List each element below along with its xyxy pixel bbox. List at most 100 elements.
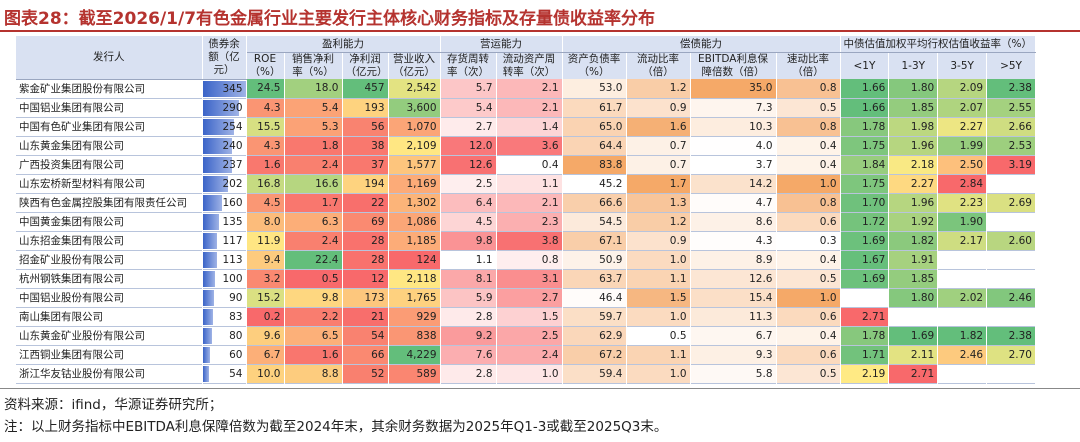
- value-cell-debt: 63.7: [562, 269, 627, 288]
- value-cell-y1: 1.72: [840, 212, 890, 231]
- value-cell-np: 69: [342, 212, 389, 231]
- value-cell-y3: 1.85: [888, 269, 939, 288]
- balance-value: 240: [222, 139, 243, 152]
- value-cell-y1: 1.67: [840, 250, 890, 269]
- value-cell-cur: 1.5: [626, 288, 691, 307]
- value-cell-y10: 2.69: [986, 193, 1036, 212]
- value-cell-roe: 16.8: [246, 174, 285, 193]
- issuer-name: 南山集团有限公司: [16, 307, 203, 326]
- bond-balance-cell: 345: [202, 79, 247, 98]
- column-header: 净利润（亿元）: [342, 52, 389, 79]
- bond-balance-cell: 83: [202, 307, 247, 326]
- value-cell-y10: 2.38: [986, 79, 1036, 98]
- balance-value: 237: [222, 158, 243, 171]
- value-cell-rev: 1,070: [388, 117, 441, 136]
- balance-value: 345: [222, 82, 243, 95]
- issuer-name: 山东黄金集团有限公司: [16, 136, 203, 155]
- value-cell-inv: 5.7: [440, 79, 497, 98]
- bond-balance-cell: 290: [202, 98, 247, 117]
- header-issuer: 发行人: [16, 36, 203, 80]
- value-cell-ca: 3.6: [496, 136, 563, 155]
- balance-value: 254: [222, 120, 243, 133]
- value-cell-roe: 6.7: [246, 345, 285, 364]
- value-cell-y3: 2.11: [888, 345, 939, 364]
- issuer-name: 杭州钢铁集团有限公司: [16, 269, 203, 288]
- value-cell-y5: 2.02: [937, 288, 988, 307]
- value-cell-quick: 0.4: [776, 155, 841, 174]
- value-cell-quick: 0.4: [776, 250, 841, 269]
- table-row: 招金矿业股份有限公司 113 9.4 22.4 28 124 1.1 0.8 50.9 1.0 8.…: [16, 250, 1036, 269]
- value-cell-npm: 8.8: [284, 364, 343, 383]
- value-cell-ebitda: 35.0: [690, 79, 777, 98]
- value-cell-quick: 1.0: [776, 174, 841, 193]
- balance-bar: [202, 327, 213, 344]
- balance-value: 90: [229, 291, 243, 304]
- table-row: 江西铜业集团有限公司 60 6.7 1.6 66 4,229 7.6 2.4 67.2 1.1 9.…: [16, 345, 1036, 364]
- value-cell-y5: 2.27: [937, 117, 988, 136]
- balance-value: 80: [229, 329, 243, 342]
- value-cell-roe: 8.0: [246, 212, 285, 231]
- value-cell-rev: 589: [388, 364, 441, 383]
- value-cell-y10: [986, 307, 1036, 326]
- value-cell-roe: 15.2: [246, 288, 285, 307]
- issuer-name: 招金矿业股份有限公司: [16, 250, 203, 269]
- value-cell-ca: 2.7: [496, 288, 563, 307]
- balance-bar: [202, 213, 220, 230]
- value-cell-y5: 2.07: [937, 98, 988, 117]
- value-cell-ebitda: 10.3: [690, 117, 777, 136]
- value-cell-ebitda: 8.9: [690, 250, 777, 269]
- value-cell-y3: 1.82: [888, 231, 939, 250]
- issuer-name: 陕西有色金属控股集团有限责任公司: [16, 193, 203, 212]
- value-cell-y5: 2.46: [937, 345, 988, 364]
- bond-balance-cell: 90: [202, 288, 247, 307]
- balance-value: 135: [222, 215, 243, 228]
- bond-balance-cell: 237: [202, 155, 247, 174]
- value-cell-rev: 1,577: [388, 155, 441, 174]
- footnote: 注：以上财务指标中EBITDA利息保障倍数为截至2024年末，其余财务数据为20…: [4, 419, 668, 435]
- value-cell-ebitda: 12.6: [690, 269, 777, 288]
- value-cell-ebitda: 14.2: [690, 174, 777, 193]
- value-cell-y3: 1.92: [888, 212, 939, 231]
- table-row: 南山集团有限公司 83 0.2 2.2 21 929 2.8 1.5 59.7 1.0 11.3 0.…: [16, 307, 1036, 326]
- value-cell-inv: 7.6: [440, 345, 497, 364]
- value-cell-rev: 2,109: [388, 136, 441, 155]
- value-cell-npm: 1.6: [284, 345, 343, 364]
- value-cell-quick: 0.5: [776, 364, 841, 383]
- value-cell-ca: 3.1: [496, 269, 563, 288]
- value-cell-ca: 2.3: [496, 212, 563, 231]
- value-cell-roe: 9.6: [246, 326, 285, 345]
- value-cell-cur: 1.0: [626, 250, 691, 269]
- value-cell-np: 457: [342, 79, 389, 98]
- value-cell-inv: 5.9: [440, 288, 497, 307]
- value-cell-np: 28: [342, 231, 389, 250]
- value-cell-npm: 2.4: [284, 231, 343, 250]
- value-cell-y10: [986, 364, 1036, 383]
- value-cell-y1: 1.84: [840, 155, 890, 174]
- value-cell-ca: 1.5: [496, 307, 563, 326]
- header-group-solvency: 偿债能力: [562, 36, 841, 53]
- value-cell-inv: 8.1: [440, 269, 497, 288]
- value-cell-y5: [937, 307, 988, 326]
- table-row: 紫金矿业集团股份有限公司 345 24.5 18.0 457 2,542 5.7 2.1 53.…: [16, 79, 1036, 98]
- value-cell-quick: 0.8: [776, 79, 841, 98]
- value-cell-roe: 4.3: [246, 98, 285, 117]
- balance-value: 54: [229, 367, 243, 380]
- value-cell-cur: 0.9: [626, 98, 691, 117]
- balance-bar: [202, 308, 213, 325]
- value-cell-cur: 0.9: [626, 231, 691, 250]
- balance-bar: [202, 156, 233, 173]
- issuer-name: 中国黄金集团有限公司: [16, 212, 203, 231]
- issuer-name: 山东宏桥新型材料有限公司: [16, 174, 203, 193]
- table-row: 山东黄金集团有限公司 240 4.3 1.8 38 2,109 12.0 3.6 64.4 0.7…: [16, 136, 1036, 155]
- value-cell-np: 12: [342, 269, 389, 288]
- value-cell-rev: 124: [388, 250, 441, 269]
- value-cell-roe: 1.6: [246, 155, 285, 174]
- value-cell-y1: 1.70: [840, 193, 890, 212]
- value-cell-inv: 9.2: [440, 326, 497, 345]
- balance-bar: [202, 99, 239, 116]
- value-cell-npm: 6.3: [284, 212, 343, 231]
- value-cell-inv: 9.8: [440, 231, 497, 250]
- financial-table: 发行人 债券余额（亿元） 盈利能力 营运能力 偿债能力 中债估值加权平均行权估值…: [16, 36, 1036, 384]
- value-cell-ca: 3.8: [496, 231, 563, 250]
- value-cell-ebitda: 4.3: [690, 231, 777, 250]
